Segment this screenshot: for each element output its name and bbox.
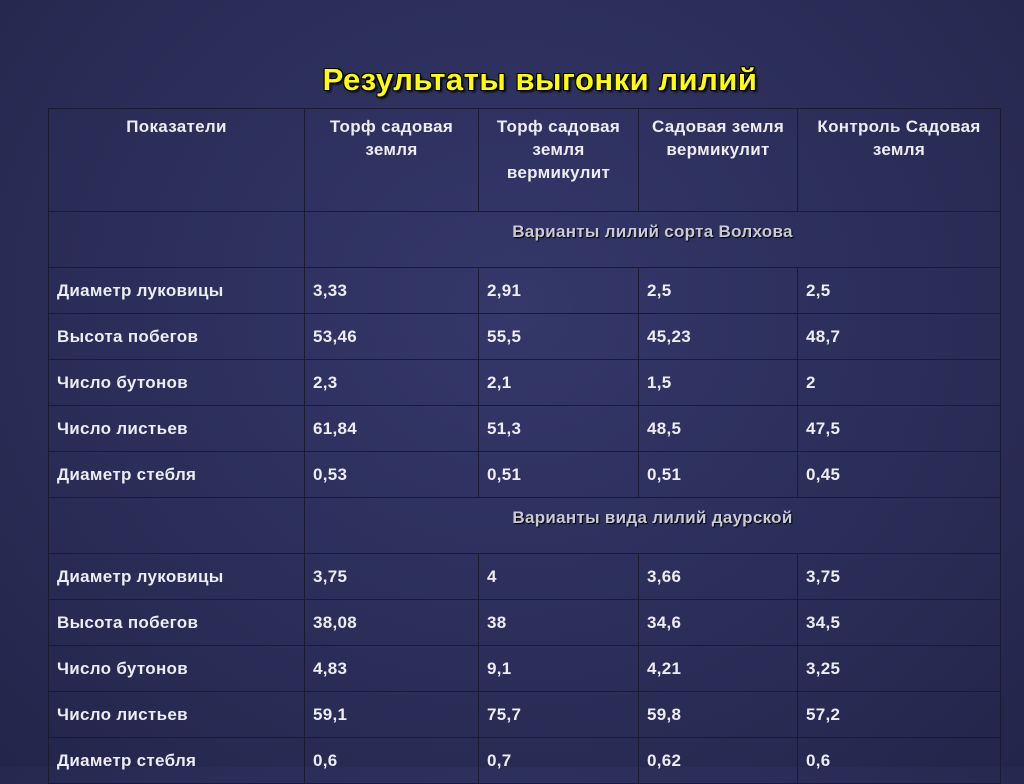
row-label: Число листьев xyxy=(48,405,305,452)
value-cell: 0,6 xyxy=(797,737,1001,784)
row-label: Число бутонов xyxy=(48,359,305,406)
value-cell: 55,5 xyxy=(478,313,639,360)
header-cell: Садовая земля вермикулит xyxy=(638,108,798,212)
row-label: Диаметр луковицы xyxy=(48,553,305,600)
row-label: Диаметр стебля xyxy=(48,451,305,498)
header-cell: Показатели xyxy=(48,108,305,212)
value-cell: 2,5 xyxy=(797,267,1001,314)
header-cell: Контроль Садовая земля xyxy=(797,108,1001,212)
section-label: Варианты вида лилий даурской xyxy=(304,497,1001,554)
slide-title: Результаты выгонки лилий xyxy=(322,62,758,97)
value-cell: 59,1 xyxy=(304,691,479,738)
value-cell: 48,5 xyxy=(638,405,798,452)
value-cell: 4 xyxy=(478,553,639,600)
value-cell: 3,75 xyxy=(797,553,1001,600)
value-cell: 0,51 xyxy=(478,451,639,498)
empty-cell xyxy=(48,497,305,554)
data-row: Число бутонов 2,3 2,1 1,5 2 xyxy=(48,359,1001,406)
value-cell: 0,7 xyxy=(478,737,639,784)
value-cell: 1,5 xyxy=(638,359,798,406)
value-cell: 2,91 xyxy=(478,267,639,314)
data-row: Высота побегов 38,08 38 34,6 34,5 xyxy=(48,599,1001,646)
value-cell: 0,53 xyxy=(304,451,479,498)
row-label: Число бутонов xyxy=(48,645,305,692)
value-cell: 3,75 xyxy=(304,553,479,600)
value-cell: 48,7 xyxy=(797,313,1001,360)
value-cell: 0,51 xyxy=(638,451,798,498)
value-cell: 4,83 xyxy=(304,645,479,692)
value-cell: 34,5 xyxy=(797,599,1001,646)
value-cell: 9,1 xyxy=(478,645,639,692)
value-cell: 51,3 xyxy=(478,405,639,452)
section-row: Варианты вида лилий даурской xyxy=(48,497,1001,554)
empty-cell xyxy=(48,211,305,268)
value-cell: 47,5 xyxy=(797,405,1001,452)
row-label: Диаметр луковицы xyxy=(48,267,305,314)
row-label: Высота побегов xyxy=(48,599,305,646)
value-cell: 4,21 xyxy=(638,645,798,692)
section-row: Варианты лилий сорта Волхова xyxy=(48,211,1001,268)
data-row: Высота побегов 53,46 55,5 45,23 48,7 xyxy=(48,313,1001,360)
header-cell: Торф садовая земля xyxy=(304,108,479,212)
header-row: Показатели Торф садовая земля Торф садовая… xyxy=(48,108,1001,212)
value-cell: 59,8 xyxy=(638,691,798,738)
data-row: Число листьев 61,84 51,3 48,5 47,5 xyxy=(48,405,1001,452)
data-row: Диаметр стебля 0,53 0,51 0,51 0,45 xyxy=(48,451,1001,498)
value-cell: 0,62 xyxy=(638,737,798,784)
value-cell: 2,5 xyxy=(638,267,798,314)
value-cell: 75,7 xyxy=(478,691,639,738)
value-cell: 38,08 xyxy=(304,599,479,646)
value-cell: 34,6 xyxy=(638,599,798,646)
value-cell: 0,6 xyxy=(304,737,479,784)
value-cell: 45,23 xyxy=(638,313,798,360)
value-cell: 2,1 xyxy=(478,359,639,406)
data-row: Число бутонов 4,83 9,1 4,21 3,25 xyxy=(48,645,1001,692)
value-cell: 3,33 xyxy=(304,267,479,314)
data-row: Диаметр луковицы 3,75 4 3,66 3,75 xyxy=(48,553,1001,600)
value-cell: 3,66 xyxy=(638,553,798,600)
value-cell: 2,3 xyxy=(304,359,479,406)
header-cell: Торф садовая земля вермикулит xyxy=(478,108,639,212)
row-label: Число листьев xyxy=(48,691,305,738)
data-row: Число листьев 59,1 75,7 59,8 57,2 xyxy=(48,691,1001,738)
value-cell: 61,84 xyxy=(304,405,479,452)
value-cell: 57,2 xyxy=(797,691,1001,738)
row-label: Высота побегов xyxy=(48,313,305,360)
value-cell: 38 xyxy=(478,599,639,646)
section-label: Варианты лилий сорта Волхова xyxy=(304,211,1001,268)
results-table: Показатели Торф садовая земля Торф садовая… xyxy=(48,108,1001,784)
value-cell: 53,46 xyxy=(304,313,479,360)
value-cell: 2 xyxy=(797,359,1001,406)
row-label: Диаметр стебля xyxy=(48,737,305,784)
data-row: Диаметр луковицы 3,33 2,91 2,5 2,5 xyxy=(48,267,1001,314)
value-cell: 3,25 xyxy=(797,645,1001,692)
data-row: Диаметр стебля 0,6 0,7 0,62 0,6 xyxy=(48,737,1001,784)
value-cell: 0,45 xyxy=(797,451,1001,498)
